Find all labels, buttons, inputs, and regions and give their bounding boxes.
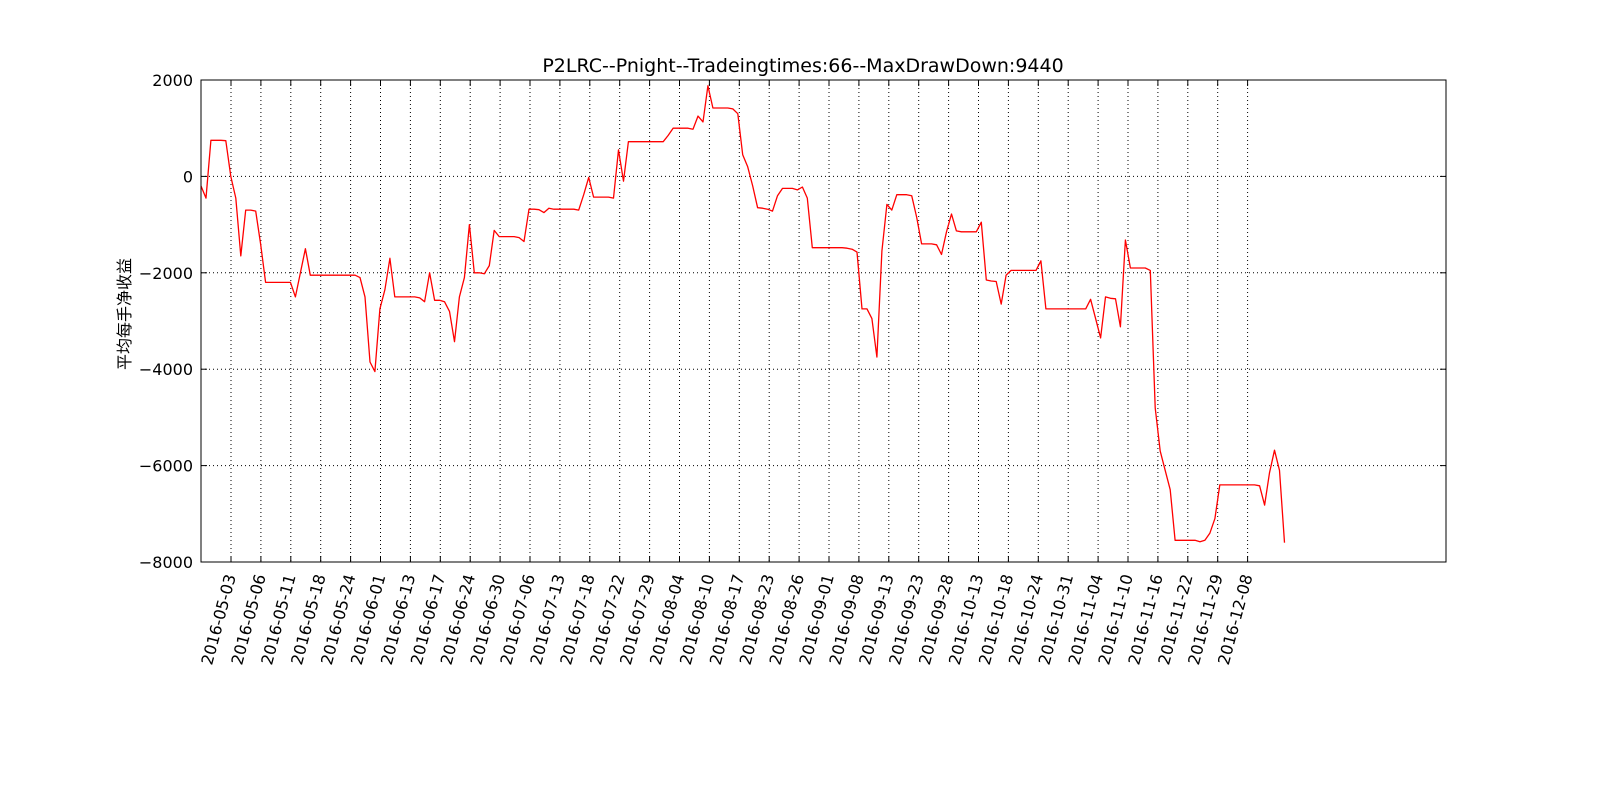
y-tick-label: −4000 xyxy=(139,360,193,379)
y-tick-label: −2000 xyxy=(139,264,193,283)
y-tick-label: −6000 xyxy=(139,457,193,476)
grid-lines xyxy=(201,80,1446,562)
y-tick-label: −8000 xyxy=(139,553,193,572)
chart-title: P2LRC--Pnight--Tradeingtimes:66--MaxDraw… xyxy=(542,55,1063,77)
series-layer xyxy=(200,85,1286,543)
y-tick-label: 0 xyxy=(183,167,193,186)
y-axis-label: 平均每手净收益 xyxy=(115,258,134,370)
series-line xyxy=(200,85,1286,543)
y-axis: −8000 −6000 −4000 −2000 0 2000 xyxy=(139,71,1446,572)
plot-frame xyxy=(200,79,1447,563)
y-tick-label: 2000 xyxy=(152,71,193,90)
